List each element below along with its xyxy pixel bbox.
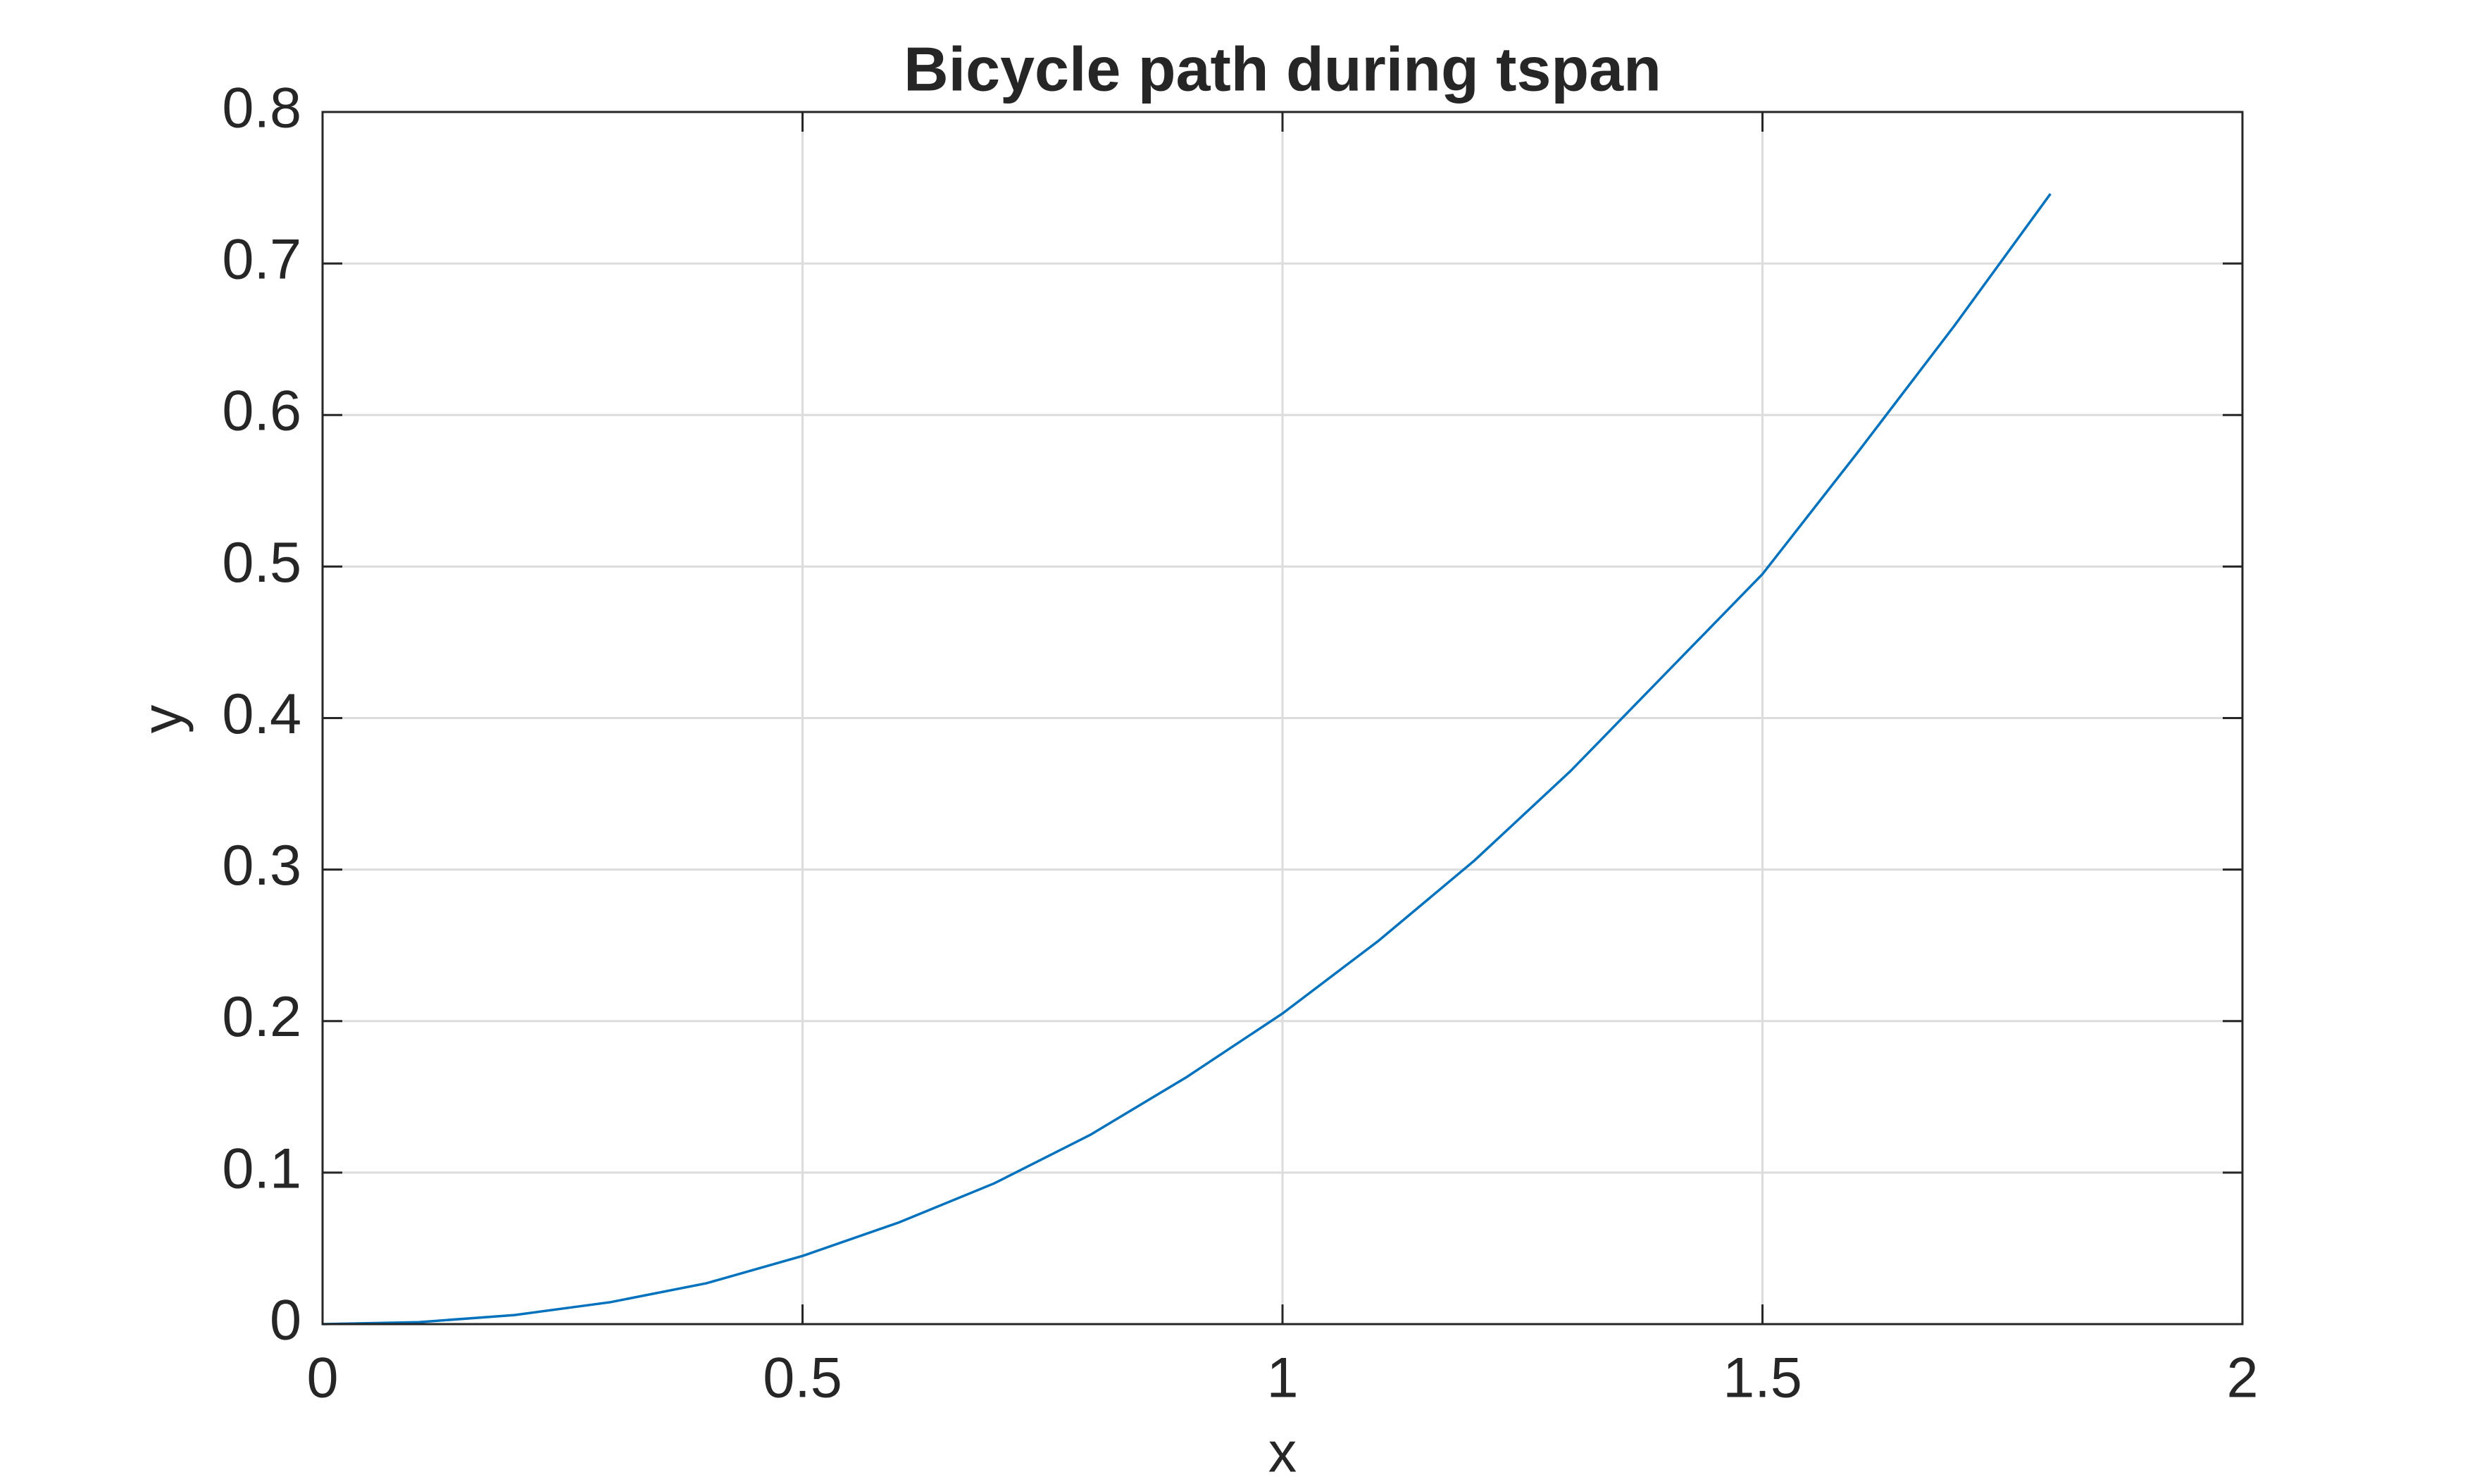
x-tick-label: 1 [1266,1346,1298,1409]
y-tick-label: 0.6 [222,380,301,443]
chart-title: Bicycle path during tspan [904,34,1661,104]
x-tick-label: 0.5 [763,1346,842,1409]
y-tick-label: 0.2 [222,985,301,1049]
y-tick-label: 0.4 [222,682,301,746]
y-tick-label: 0.8 [222,76,301,139]
y-axis-label: y [130,704,194,733]
data-line [322,193,2052,1326]
x-axis-label: x [1268,1421,1297,1484]
plot-area [322,193,2052,1326]
x-tick-label: 2 [2226,1346,2258,1409]
y-tick-label: 0.5 [222,531,301,594]
x-tick-label: 1.5 [1723,1346,1802,1409]
y-tick-label: 0 [270,1288,301,1352]
y-tick-label: 0.1 [222,1137,301,1200]
y-tick-label: 0.3 [222,834,301,897]
x-tick-label: 0 [306,1346,338,1409]
y-tick-label: 0.7 [222,228,301,292]
